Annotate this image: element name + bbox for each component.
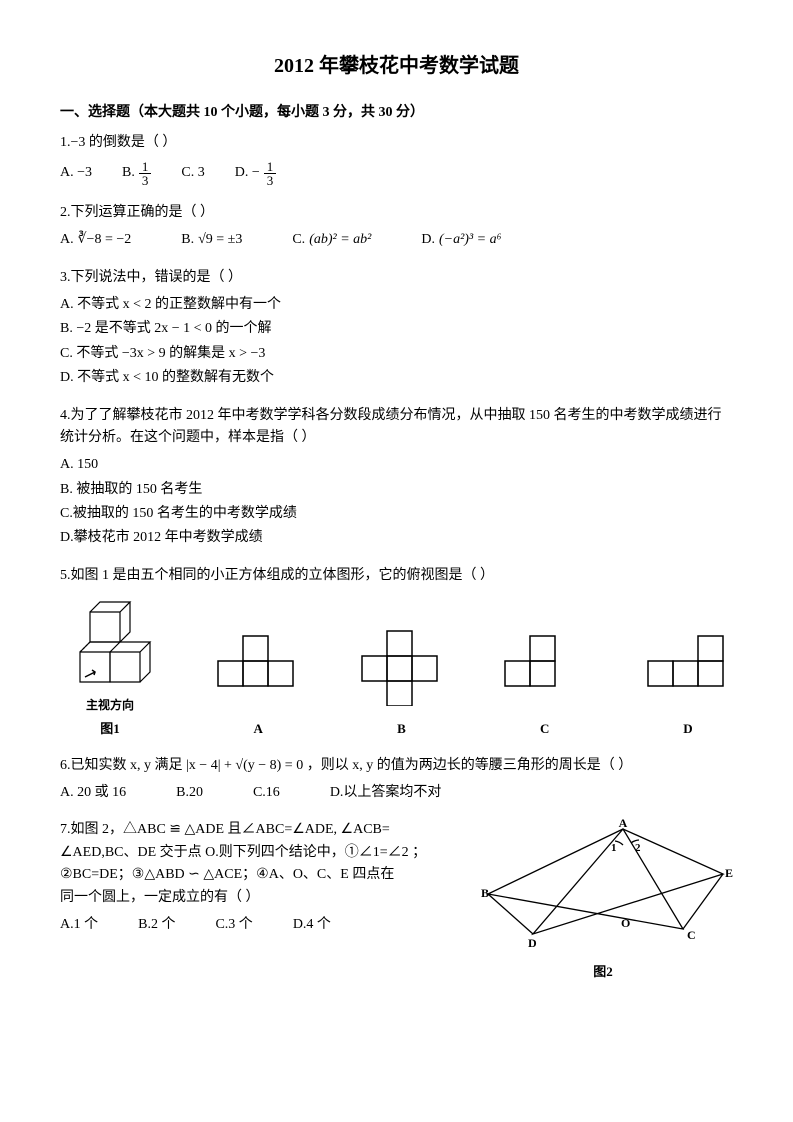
q6-options: A. 20 或 16 B.20 C.16 D.以上答案均不对 bbox=[60, 782, 733, 804]
q5-opt-B: B bbox=[357, 626, 447, 739]
q2-B: B.√9 = ±3 bbox=[181, 229, 242, 251]
cube-3d-icon bbox=[60, 597, 160, 687]
q5-opt-D: D bbox=[643, 626, 733, 739]
q2-options: A.∛−8 = −2 B.√9 = ±3 C.(ab)² = ab² D.(−a… bbox=[60, 229, 733, 251]
q5-D-icon bbox=[643, 626, 733, 706]
q5-opt-A: A bbox=[213, 626, 303, 739]
q2-B-expr: √9 = ±3 bbox=[198, 229, 242, 251]
geometry-diagram-icon: A B C D E O 1 2 bbox=[473, 819, 733, 949]
q4-D: D.攀枝花市 2012 年中考数学成绩 bbox=[60, 527, 733, 549]
q3-D: D. 不等式 x < 10 的整数解有无数个 bbox=[60, 367, 733, 389]
frac-1-3: 13 bbox=[139, 160, 152, 187]
q1-C: C. 3 bbox=[181, 162, 204, 184]
q2-A-expr: ∛−8 = −2 bbox=[78, 229, 132, 251]
q2-C-pre: C. bbox=[292, 229, 305, 251]
node-O: O bbox=[621, 916, 630, 930]
q1-stem: 1.−3 的倒数是（ ） bbox=[60, 132, 733, 154]
q5-fig1: 主视方向 图1 bbox=[60, 597, 160, 739]
section-header: 一、选择题（本大题共 10 个小题，每小题 3 分，共 30 分） bbox=[60, 102, 733, 124]
q2-C: C.(ab)² = ab² bbox=[292, 229, 371, 251]
q7-l1: 7.如图 2，△ABC ≌ △ADE 且∠ABC=∠ADE, ∠ACB= bbox=[60, 819, 473, 841]
q5-B-icon bbox=[357, 626, 447, 706]
fig1-label: 图1 bbox=[60, 719, 160, 740]
node-D: D bbox=[528, 936, 537, 949]
q4-B: B. 被抽取的 150 名考生 bbox=[60, 479, 733, 501]
q3-options: A. 不等式 x < 2 的正整数解中有一个 B. −2 是不等式 2x − 1… bbox=[60, 294, 733, 390]
q3-C: C. 不等式 −3x > 9 的解集是 x > −3 bbox=[60, 343, 733, 365]
mainview-label: 主视方向 bbox=[60, 696, 160, 715]
q5-stem: 5.如图 1 是由五个相同的小正方体组成的立体图形，它的俯视图是（ ） bbox=[60, 565, 733, 587]
q2-stem: 2.下列运算正确的是（ ） bbox=[60, 202, 733, 224]
q6-C: C.16 bbox=[253, 782, 280, 804]
q5-A-label: A bbox=[213, 719, 303, 740]
q5-A-icon bbox=[213, 626, 303, 706]
q4-A: A. 150 bbox=[60, 454, 733, 476]
q2-D-expr: (−a²)³ = a⁶ bbox=[439, 229, 501, 251]
angle-1: 1 bbox=[611, 842, 617, 854]
q2-A: A.∛−8 = −2 bbox=[60, 229, 131, 251]
node-B: B bbox=[481, 886, 489, 900]
q7-figure: A B C D E O 1 2 图2 bbox=[473, 819, 733, 982]
q5-D-label: D bbox=[643, 719, 733, 740]
q6-post: ，则以 x, y 的值为两边长的等腰三角形的周长是（ ） bbox=[303, 758, 632, 773]
q6-pre: 6.已知实数 x, y 满足 bbox=[60, 758, 186, 773]
q6-A: A. 20 或 16 bbox=[60, 782, 126, 804]
q1-D-prefix: D. − bbox=[235, 162, 260, 184]
q5-figure-row: 主视方向 图1 A B bbox=[60, 597, 733, 739]
angle-2: 2 bbox=[635, 842, 641, 854]
q4-C: C.被抽取的 150 名考生的中考数学成绩 bbox=[60, 503, 733, 525]
q7-D: D.4 个 bbox=[293, 914, 331, 936]
q7-l4: 同一个圆上，一定成立的有（ ） bbox=[60, 887, 473, 909]
q1-D: D. − 13 bbox=[235, 160, 277, 187]
q1-A: A. −3 bbox=[60, 162, 92, 184]
q7-options: A.1 个 B.2 个 C.3 个 D.4 个 bbox=[60, 914, 473, 936]
node-C: C bbox=[687, 928, 696, 942]
q3-B: B. −2 是不等式 2x − 1 < 0 的一个解 bbox=[60, 318, 733, 340]
q5-B-label: B bbox=[357, 719, 447, 740]
q4-stem: 4.为了了解攀枝花市 2012 年中考数学学科各分数段成绩分布情况，从中抽取 1… bbox=[60, 405, 733, 450]
q7-l3: ②BC=DE；③△ABD ∽ △ACE；④A、O、C、E 四点在 bbox=[60, 864, 473, 886]
q1-B: B. 13 bbox=[122, 160, 151, 187]
q5-opt-C: C bbox=[500, 626, 590, 739]
q6-B: B.20 bbox=[176, 782, 203, 804]
q2-D: D.(−a²)³ = a⁶ bbox=[421, 229, 501, 251]
q7-C: C.3 个 bbox=[215, 914, 252, 936]
q7-wrap: 7.如图 2，△ABC ≌ △ADE 且∠ABC=∠ADE, ∠ACB= ∠AE… bbox=[60, 819, 733, 982]
q5-C-icon bbox=[500, 626, 590, 706]
node-A: A bbox=[619, 819, 628, 830]
q1-B-prefix: B. bbox=[122, 162, 135, 184]
q2-D-pre: D. bbox=[421, 229, 435, 251]
q7-text: 7.如图 2，△ABC ≌ △ADE 且∠ABC=∠ADE, ∠ACB= ∠AE… bbox=[60, 819, 473, 982]
q7-A: A.1 个 bbox=[60, 914, 98, 936]
q3-A: A. 不等式 x < 2 的正整数解中有一个 bbox=[60, 294, 733, 316]
q2-A-pre: A. bbox=[60, 229, 74, 251]
q7-l2: ∠AED,BC、DE 交于点 O.则下列四个结论中，①∠1=∠2 ； bbox=[60, 842, 473, 864]
q4-options: A. 150 B. 被抽取的 150 名考生 C.被抽取的 150 名考生的中考… bbox=[60, 454, 733, 550]
q5-C-label: C bbox=[500, 719, 590, 740]
q6-D: D.以上答案均不对 bbox=[330, 782, 442, 804]
q6-expr: |x − 4| + √(y − 8) = 0 bbox=[186, 758, 303, 773]
node-E: E bbox=[725, 866, 733, 880]
q6-stem: 6.已知实数 x, y 满足 |x − 4| + √(y − 8) = 0 ，则… bbox=[60, 755, 733, 777]
q2-C-expr: (ab)² = ab² bbox=[309, 229, 371, 251]
q1-options: A. −3 B. 13 C. 3 D. − 13 bbox=[60, 160, 733, 187]
q3-stem: 3.下列说法中，错误的是（ ） bbox=[60, 267, 733, 289]
fig2-label: 图2 bbox=[473, 962, 733, 983]
frac-neg-1-3: 13 bbox=[264, 160, 277, 187]
q7-B: B.2 个 bbox=[138, 914, 175, 936]
page-title: 2012 年攀枝花中考数学试题 bbox=[60, 50, 733, 82]
q2-B-pre: B. bbox=[181, 229, 194, 251]
